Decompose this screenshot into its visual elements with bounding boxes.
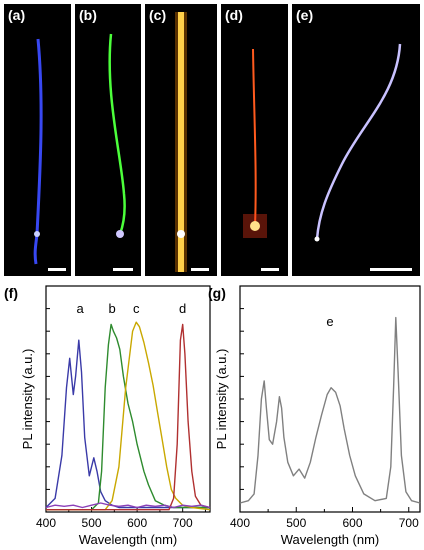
scale-bar-a: [48, 268, 66, 271]
x-tick-label: 400: [230, 516, 250, 530]
x-tick-label: 400: [36, 516, 56, 530]
scale-bar-c: [191, 268, 209, 271]
scale-bar-e: [370, 268, 412, 271]
x-tick-label: 600: [127, 516, 147, 530]
series-line-b: [46, 323, 210, 511]
image-panel-b: (b): [75, 4, 141, 276]
nanowire-a-image: [33, 38, 43, 265]
image-panel-a: (a): [4, 4, 71, 276]
panel-label-d: (d): [225, 7, 243, 23]
series-label-b: b: [108, 301, 115, 316]
chart-g: 400 500 600 700 e (g) Wavelength (nm) PL intens…: [208, 285, 421, 547]
series-line-c: [46, 321, 211, 511]
panel-label: (g): [208, 285, 226, 301]
x-tick-label: 700: [173, 516, 193, 530]
x-tick-label: 500: [286, 516, 306, 530]
panel-label-a: (a): [8, 7, 26, 23]
y-axis-label: PL intensity (a.u.): [214, 349, 229, 450]
nanowire-c-image: [175, 12, 187, 272]
scale-bar-b: [113, 268, 133, 271]
image-panel-d: (d): [221, 4, 288, 276]
series-label-a: a: [77, 301, 85, 316]
x-tick-label: 500: [82, 516, 102, 530]
nanowire-e-image: [314, 43, 402, 242]
x-tick-label: 700: [399, 516, 419, 530]
series-line-baseline: [45, 502, 211, 509]
x-tick-label: 600: [342, 516, 362, 530]
chart-f: 400 500 600 700 a b c d (f) Wavelength (nm) PL int…: [4, 285, 211, 547]
series-annotation: e: [326, 314, 333, 329]
series-label-c: c: [133, 301, 140, 316]
x-axis-label: Wavelength (nm): [79, 532, 178, 547]
panel-label-e: (e): [296, 7, 314, 23]
x-axis-label: Wavelength (nm): [281, 532, 380, 547]
image-panel-e: (e): [292, 4, 420, 276]
series-line-d: [46, 323, 211, 511]
panel-label-b: (b): [79, 7, 97, 23]
panel-label-c: (c): [149, 7, 167, 23]
nanowire-b-image: [108, 33, 126, 238]
y-axis-label: PL intensity (a.u.): [20, 349, 35, 450]
nanowire-d-image: [243, 48, 267, 238]
spectra-charts: 400 500 600 700 a b c d (f) Wavelength (nm) PL int…: [4, 285, 421, 547]
plot-frame: [45, 285, 211, 513]
series-line-e: [239, 316, 421, 504]
series-line-a: [45, 339, 210, 509]
scale-bar-d: [261, 268, 279, 271]
panel-label: (f): [4, 285, 18, 301]
image-panel-c: (c): [145, 4, 217, 276]
series-label-d: d: [179, 301, 186, 316]
